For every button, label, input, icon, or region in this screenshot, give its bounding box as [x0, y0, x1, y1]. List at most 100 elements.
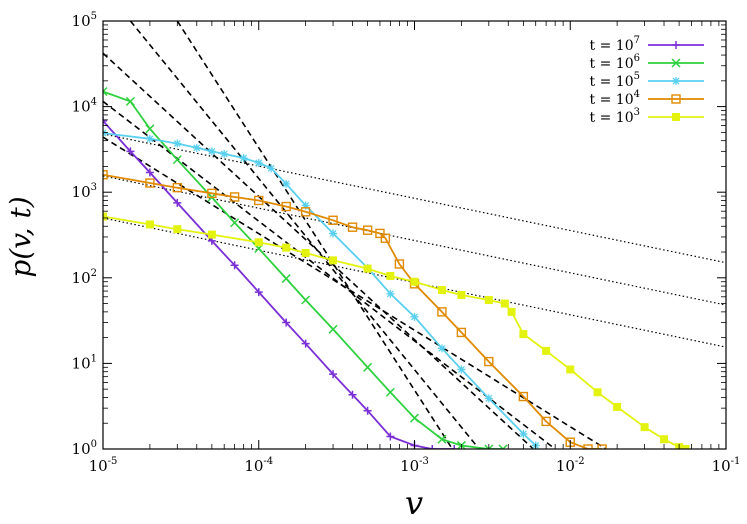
data-point-s5-21 [613, 402, 622, 411]
data-point-s4-6 [254, 195, 264, 206]
legend-entry-3: t = 105 [590, 71, 704, 90]
data-point-s1-2 [126, 147, 135, 156]
legend-label-3: t = 105 [590, 71, 640, 90]
data-point-s3-7 [239, 154, 248, 163]
data-point-s1-7 [254, 288, 263, 297]
data-point-s5-13 [457, 290, 466, 299]
data-point-s4-4 [207, 188, 217, 199]
data-point-s5-23 [660, 435, 669, 444]
data-point-s1-4 [173, 198, 182, 207]
series-line-1 [103, 120, 455, 449]
data-point-s3-3 [173, 139, 182, 148]
data-point-s5-10 [386, 271, 395, 280]
data-point-s4-13 [380, 233, 391, 243]
data-point-s4-7 [281, 201, 291, 212]
legend-label-5: t = 103 [590, 107, 640, 126]
data-point-s2-12 [385, 387, 395, 397]
x-tick-label-1: 10-5 [89, 456, 118, 475]
data-point-s2-13 [409, 413, 420, 423]
data-point-s4-22 [583, 444, 593, 449]
y-axis-title: p(v, t) [4, 196, 37, 277]
legend-label-1: t = 107 [590, 35, 640, 54]
data-point-s5-7 [301, 248, 310, 257]
legend-entry-1: t = 107 [590, 35, 704, 54]
data-point-s4-10 [347, 222, 358, 232]
data-point-s5-2 [145, 220, 154, 229]
data-point-s2-1 [103, 86, 108, 97]
data-point-s5-22 [640, 423, 649, 432]
legend-swatch-marker-4 [671, 94, 681, 104]
data-point-s2-4 [172, 155, 182, 165]
series-line-3 [103, 132, 537, 447]
data-point-s4-11 [362, 225, 373, 235]
legend-swatch-marker-5 [672, 113, 680, 121]
data-point-s5-5 [254, 238, 263, 247]
data-point-s1-16 [450, 445, 459, 449]
data-point-s1-13 [386, 432, 395, 441]
legend-label-4: t = 104 [590, 89, 640, 108]
legend-swatch-marker-2 [671, 58, 681, 68]
data-point-s5-19 [566, 365, 575, 374]
data-point-s4-18 [484, 356, 494, 367]
legend-swatch-marker-1 [672, 41, 680, 49]
data-point-s3-5 [207, 147, 216, 156]
data-point-s4-17 [456, 327, 467, 338]
data-point-s2-11 [363, 362, 373, 372]
data-point-s4-23 [597, 444, 607, 449]
data-point-s1-1 [103, 116, 107, 125]
y-tick-label-4: 103 [72, 182, 97, 201]
data-point-s3-14 [386, 289, 395, 298]
data-point-s1-11 [348, 390, 357, 399]
reference-line-dashed-5 [103, 136, 607, 449]
data-point-s2-17 [498, 444, 508, 449]
y-tick-label-5: 104 [72, 97, 97, 116]
data-point-s5-9 [363, 264, 372, 273]
data-point-s5-3 [173, 225, 182, 234]
data-point-s3-18 [484, 394, 493, 403]
data-point-s4-8 [300, 207, 311, 217]
series-line-2 [103, 90, 503, 449]
data-point-s2-9 [301, 295, 311, 305]
data-point-s4-2 [145, 178, 155, 188]
data-point-s1-6 [230, 261, 239, 270]
data-point-s3-6 [220, 149, 229, 158]
data-point-s2-2 [125, 96, 135, 106]
data-point-s3-11 [301, 201, 310, 210]
data-point-s2-10 [328, 324, 338, 334]
data-point-s4-20 [541, 416, 551, 427]
data-point-s2-16 [484, 444, 494, 449]
x-tick-label-4: 10-2 [556, 456, 585, 475]
legend-swatch-marker-3 [672, 77, 680, 85]
x-tick-label-3: 10-3 [400, 456, 429, 475]
data-point-s2-3 [145, 124, 155, 134]
data-point-s5-15 [500, 299, 509, 308]
x-tick-label-5: 10-1 [712, 456, 741, 475]
x-axis-title: v [405, 484, 423, 522]
data-point-s5-14 [484, 296, 493, 305]
y-tick-label-3: 102 [72, 268, 97, 287]
data-point-s5-6 [282, 243, 291, 252]
data-point-s5-16 [507, 307, 516, 316]
data-point-s2-14 [437, 434, 447, 444]
data-point-s4-12 [375, 228, 385, 239]
reference-line-dashed-2 [129, 21, 480, 449]
data-point-s3-17 [457, 365, 466, 374]
data-point-s5-25 [681, 445, 690, 449]
data-point-s3-9 [267, 164, 276, 173]
data-point-s1-3 [145, 168, 154, 177]
legend-entry-5: t = 103 [590, 107, 704, 126]
data-point-s5-12 [437, 286, 446, 295]
legend-entry-2: t = 106 [590, 53, 704, 72]
data-point-s1-9 [301, 339, 310, 348]
data-point-s3-8 [254, 158, 263, 167]
data-point-s3-4 [192, 143, 201, 152]
data-point-s3-12 [329, 229, 338, 238]
data-point-s5-1 [103, 212, 107, 221]
legend-entry-4: t = 104 [590, 89, 704, 108]
data-point-s4-19 [518, 391, 529, 402]
legend-label-2: t = 106 [590, 53, 640, 72]
data-point-s5-4 [207, 230, 216, 239]
data-point-s1-10 [329, 370, 338, 379]
data-point-s1-8 [282, 318, 291, 327]
data-point-s5-20 [593, 388, 602, 397]
